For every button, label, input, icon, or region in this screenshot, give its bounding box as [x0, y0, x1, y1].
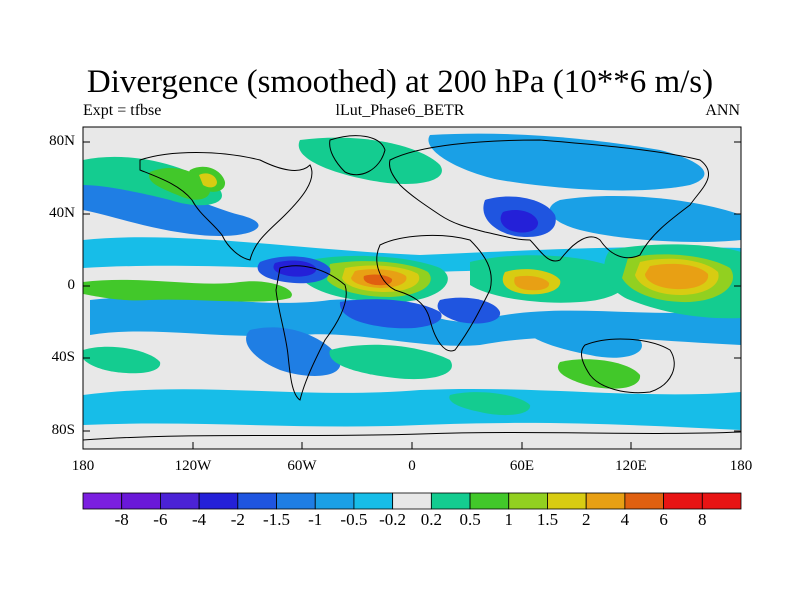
field-region: [514, 275, 550, 291]
coastline-north-america: [139, 152, 313, 261]
colorbar-box: [160, 492, 200, 510]
coastline-africa: [376, 234, 492, 352]
lon-label: 120W: [174, 458, 212, 474]
colorbar-label: -0.2: [379, 510, 407, 529]
colorbar: [82, 492, 742, 510]
colorbar-label: 1.5: [536, 510, 559, 529]
colorbar-box: [469, 492, 510, 510]
lat-label: 40S: [51, 349, 75, 365]
season-label: ANN: [705, 102, 740, 119]
colorbar-label: -1: [308, 510, 323, 529]
field-region: [500, 210, 539, 233]
axis-ticks: [82, 141, 742, 449]
colorbar-label: 6: [659, 510, 668, 529]
lat-label: 80N: [49, 133, 75, 149]
field-region: [428, 133, 705, 191]
coastline-antarctica: [83, 431, 741, 441]
colorbar-box: [198, 492, 239, 510]
field-region: [549, 195, 741, 242]
colorbar-label: -4: [192, 510, 207, 529]
divergence-field: [83, 127, 741, 449]
coastlines: [83, 135, 741, 441]
lat-label: 0: [67, 277, 76, 293]
colorbar-box: [82, 492, 123, 510]
field-region: [83, 388, 741, 430]
colorbar-box: [121, 492, 161, 510]
coastline-australia: [580, 338, 675, 394]
colorbar-label: -8: [114, 510, 129, 529]
field-region: [557, 359, 641, 389]
colorbar-label: -6: [153, 510, 168, 529]
colorbar-label: 2: [581, 510, 591, 529]
colorbar-box: [547, 492, 587, 510]
colorbar-label: -1.5: [263, 510, 290, 529]
colorbar-box: [237, 492, 277, 510]
plot-title: Divergence (smoothed) at 200 hPa (10**6 …: [86, 64, 714, 100]
colorbar-box: [508, 492, 548, 510]
lat-label: 80S: [51, 422, 75, 438]
colorbar-box: [585, 492, 626, 510]
lon-label: 180: [71, 458, 95, 474]
colorbar-box: [701, 492, 742, 510]
field-region: [645, 263, 709, 290]
colorbar-box: [624, 492, 664, 510]
colorbar-box: [314, 492, 355, 510]
lon-label: 180: [729, 458, 753, 474]
colorbar-label: 0.5: [459, 510, 481, 529]
field-region: [449, 392, 531, 416]
colorbar-label: -2: [230, 510, 245, 529]
colorbar-label: 0.2: [420, 510, 443, 529]
colorbar-box: [430, 492, 471, 510]
colorbar-box: [392, 492, 432, 510]
field-region: [83, 346, 161, 374]
lon-label: 120E: [615, 458, 647, 474]
coastline-eurasia: [389, 139, 710, 262]
field-region: [83, 178, 259, 236]
colorbar-box: [353, 492, 394, 510]
field-region: [273, 260, 317, 277]
field-region: [83, 279, 292, 302]
colorbar-label: 4: [620, 510, 630, 529]
field-region: [298, 137, 442, 185]
field-region: [329, 344, 452, 380]
field-region: [246, 327, 341, 376]
colorbar-box: [663, 492, 703, 510]
field-region: [339, 299, 442, 329]
field-region: [520, 316, 642, 358]
field-region: [437, 297, 501, 324]
experiment-label: Expt = tfbse: [83, 102, 162, 119]
case-label: lLut_Phase6_BETR: [335, 102, 465, 119]
colorbar-label: -0.5: [340, 510, 368, 529]
lon-label: 0: [408, 458, 416, 474]
lat-label: 40N: [49, 205, 75, 221]
field-region: [199, 173, 217, 188]
lon-label: 60E: [509, 458, 535, 474]
coastline-south-america: [275, 265, 347, 401]
colorbar-label: 8: [698, 510, 707, 529]
coastline-greenland: [329, 135, 386, 176]
lon-label: 60W: [287, 458, 317, 474]
colorbar-label: 1: [504, 510, 514, 529]
colorbar-box: [276, 492, 316, 510]
